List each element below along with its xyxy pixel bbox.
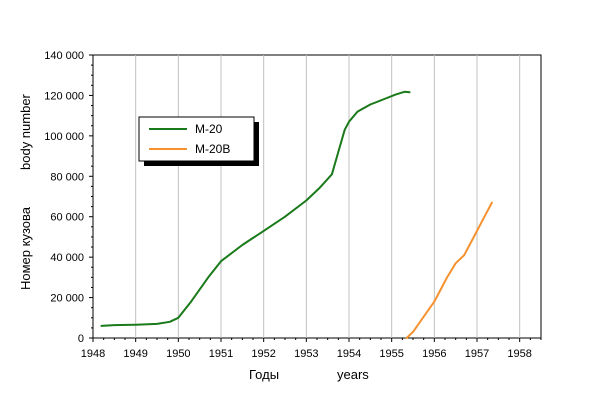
y-tick-label: 120 000 xyxy=(44,90,84,102)
x-tick-label: 1954 xyxy=(337,348,361,360)
y-tick-label: 40 000 xyxy=(50,252,84,264)
x-tick-label: 1956 xyxy=(422,348,446,360)
x-axis: 1948 1949 1950 1951 1952 1953 1954 1955 1956 1957… xyxy=(81,338,542,360)
legend-label-m20: М-20 xyxy=(195,122,223,136)
x-tick-label: 1952 xyxy=(251,348,275,360)
y-tick-label: 0 xyxy=(78,333,84,345)
y-tick-label: 20 000 xyxy=(50,293,84,305)
y-tick-label: 60 000 xyxy=(50,212,84,224)
x-tick-label: 1949 xyxy=(123,348,147,360)
series-line-0 xyxy=(100,90,411,327)
x-tick-label: 1948 xyxy=(81,348,105,360)
x-tick-label: 1957 xyxy=(465,348,489,360)
legend-box xyxy=(138,116,255,162)
x-tick-label: 1955 xyxy=(379,348,403,360)
legend-label-m20b: М-20В xyxy=(195,142,230,156)
series-layer xyxy=(100,90,493,339)
series-line-1 xyxy=(405,201,493,339)
grid xyxy=(135,55,521,338)
y-axis-title-ru: Номер кузова xyxy=(18,206,33,290)
y-axis: 0 20 000 40 000 60 000 80 000 100 000 120 000 1… xyxy=(44,50,93,345)
legend: М-20 М-20В xyxy=(138,116,259,166)
y-tick-label: 140 000 xyxy=(44,50,84,62)
x-tick-label: 1958 xyxy=(507,348,531,360)
plot-area xyxy=(92,54,542,339)
x-tick-label: 1953 xyxy=(294,348,318,360)
x-axis-title-ru: Годы xyxy=(249,367,279,382)
y-tick-label: 80 000 xyxy=(50,171,84,183)
x-axis-title-en: years xyxy=(337,367,369,382)
x-tick-label: 1951 xyxy=(209,348,233,360)
y-axis-title-en: body number xyxy=(18,93,33,170)
y-tick-label: 100 000 xyxy=(44,131,84,143)
x-tick-label: 1950 xyxy=(166,348,190,360)
